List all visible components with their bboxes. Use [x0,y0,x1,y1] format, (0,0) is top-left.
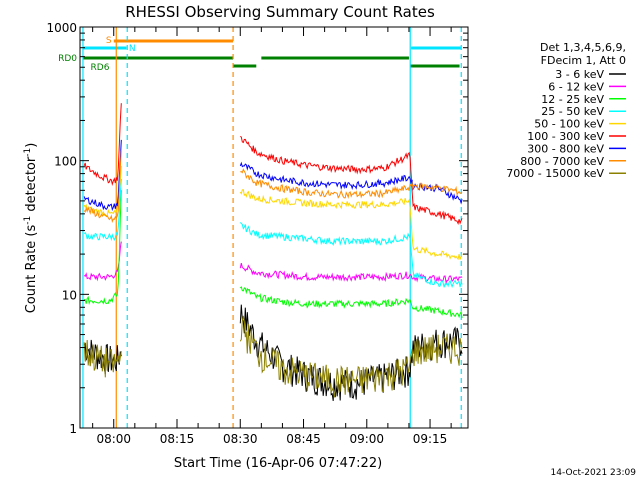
y-axis-label-sup: -1 [23,216,33,225]
legend-label: 12 - 25 keV [541,93,604,106]
series-line-post [240,135,463,226]
footer-timestamp: 14-Oct-2021 23:09 [551,468,637,478]
y-tick-label: 1 [69,422,77,436]
y-axis-label-sup2: -1 [23,148,33,157]
series-line-post [239,262,463,285]
x-tick-label: 09:15 [413,432,448,446]
legend-header-line2: FDecim 1, Att 0 [541,54,626,67]
legend-label: 800 - 7000 keV [520,155,604,168]
series-line-pre [83,241,122,282]
y-tick-label: 1000 [46,21,77,35]
series-line-post [239,188,463,261]
legend-label: 6 - 12 keV [548,80,604,93]
series-lines [83,103,463,401]
legend-header-line1: Det 1,3,4,5,6,9, [540,41,626,54]
series-line-post [240,168,463,199]
series-line-post [239,286,463,319]
series-line-pre [83,178,122,242]
axis-ticks: 1 10 100 1000 08:00 08:15 08:30 08:45 09:00 09:15 [46,21,468,446]
axes-frame [79,26,469,429]
x-tick-label: 08:15 [160,432,195,446]
series-line-post [239,315,463,398]
x-tick-label: 08:30 [223,432,258,446]
y-axis-label-end: ) [24,143,39,148]
flag-label-rd0: RD0 [58,54,77,64]
flag-label-rd6: RD6 [91,63,110,73]
x-axis-label: Start Time (16-Apr-06 07:47:22) [174,456,382,471]
y-tick-label: 10 [62,288,77,302]
series-line-post [239,222,463,289]
legend-label: 7000 - 15000 keV [506,167,604,180]
series-line-pre [83,103,122,186]
flag-label-n: N [129,44,136,54]
series-line-pre [83,150,122,223]
series-line-pre [83,339,122,378]
chart-title: RHESSI Observing Summary Count Rates [125,3,435,21]
series-line-post [239,304,463,401]
x-tick-label: 09:00 [349,432,384,446]
legend-label: 50 - 100 keV [534,118,604,131]
series-line-pre [83,165,122,217]
x-tick-label: 08:45 [286,432,321,446]
legend-label: 100 - 300 keV [527,130,604,143]
y-axis-label-mid: detector [24,156,39,216]
legend-label: 300 - 800 keV [527,142,604,155]
x-tick-label: 08:00 [96,432,131,446]
legend-label: 3 - 6 keV [555,68,604,81]
series-line-pre [83,190,122,306]
legend-label: 25 - 50 keV [541,105,604,118]
y-axis-label: Count Rate (s-1 detector-1) [23,143,39,314]
y-axis-label-main: Count Rate (s [24,225,39,314]
y-tick-label: 100 [54,155,77,169]
flag-label-s: S [106,36,112,46]
flag-bars: S N RD0 RD6 [58,36,461,73]
series-line-pre [83,139,122,212]
